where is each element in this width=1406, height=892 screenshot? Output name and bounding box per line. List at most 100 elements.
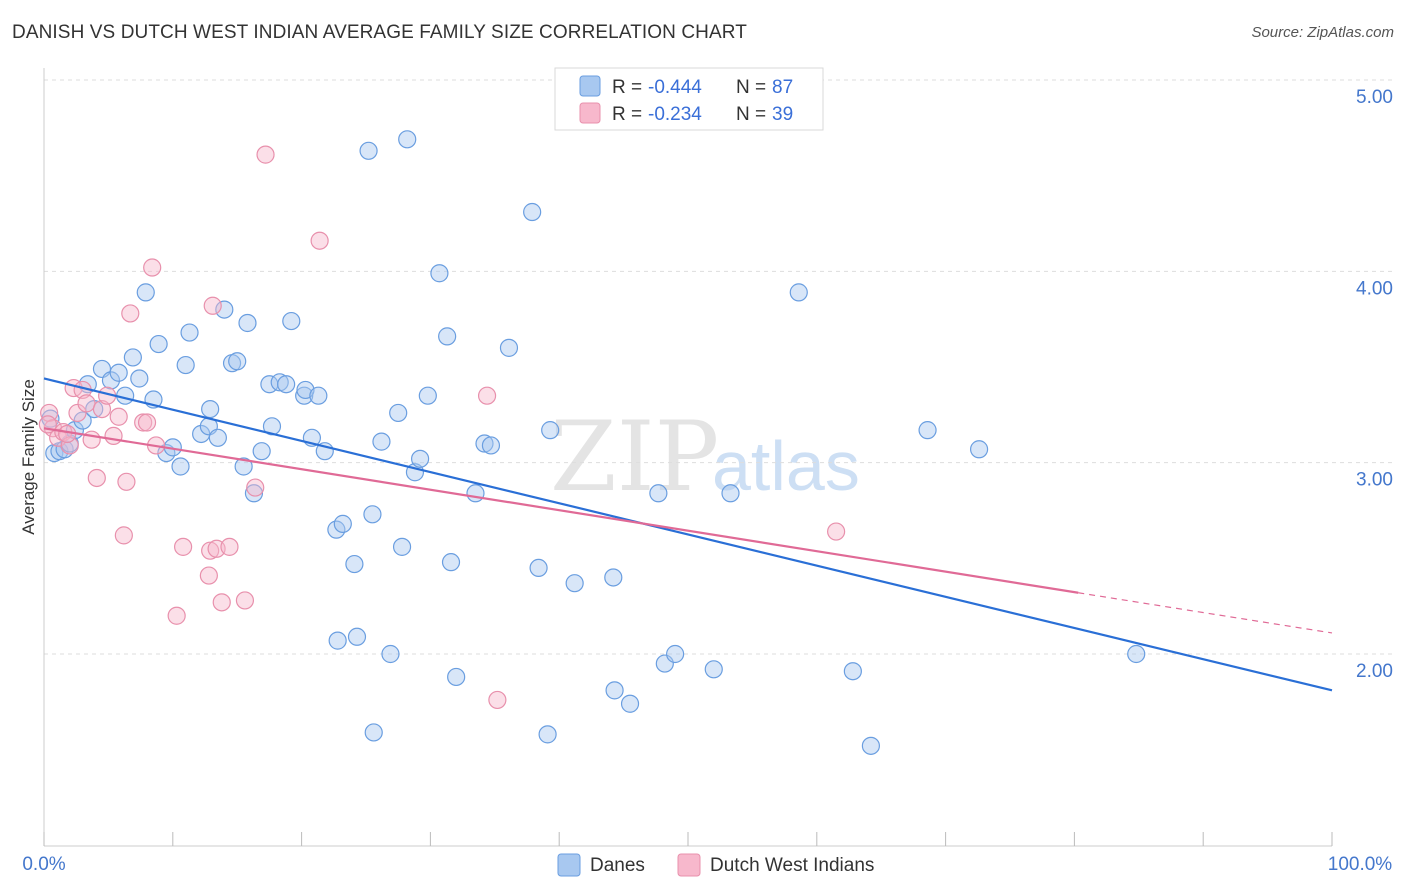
danes-point [1127, 644, 1146, 664]
top-legend: R = -0.444 N = 87 R = -0.234 N = 39 [554, 67, 824, 131]
bottom-legend: Danes Dutch West Indians [557, 853, 874, 877]
bottom-legend-swatch-dwi [677, 853, 701, 877]
gridlines [44, 79, 1395, 655]
dwi-point [477, 386, 497, 405]
danes-point [666, 644, 685, 664]
legend-n-value-danes: 87 [772, 77, 793, 98]
danes-point [372, 432, 391, 451]
danes-point [270, 373, 289, 392]
legend-n-label-dwi: N = [736, 104, 766, 125]
watermark-atlas: atlas [712, 427, 860, 505]
dwi-point [134, 413, 153, 432]
dwi-trend-line [43, 427, 1079, 594]
dwi-trend-line-extension [1078, 592, 1333, 634]
danes-point [529, 558, 548, 578]
dwi-point [77, 394, 96, 413]
danes-point [345, 554, 364, 574]
danes-point [282, 311, 301, 331]
danes-point [109, 363, 128, 382]
danes-trend-line [43, 377, 1333, 692]
dwi-point [310, 231, 329, 250]
danes-point [364, 723, 383, 742]
danes-point [252, 442, 271, 461]
danes-point [418, 386, 437, 405]
dwi-point [246, 478, 265, 497]
danes-point [861, 736, 880, 755]
danes-point [605, 681, 624, 700]
x-tick-marks [43, 832, 1333, 846]
legend-r-value-danes: -0.444 [648, 77, 702, 98]
trend-lines [43, 377, 1333, 692]
y-tick-label: 4.00 [1356, 278, 1393, 299]
danes-point [130, 369, 149, 388]
y-tick-labels: 2.00 3.00 4.00 5.00 [1356, 87, 1393, 682]
danes-points [41, 130, 1146, 755]
danes-point [333, 514, 352, 533]
dwi-point [114, 526, 133, 545]
danes-point [136, 283, 155, 302]
dwi-point [121, 304, 140, 323]
danes-point [277, 375, 296, 394]
danes-point [969, 440, 989, 459]
watermark-zip: ZIP [550, 401, 719, 513]
danes-point [721, 484, 740, 503]
dwi-point [92, 399, 112, 419]
legend-r-label-danes: R = [612, 77, 642, 98]
danes-point [604, 568, 623, 587]
dwi-point [203, 296, 222, 315]
legend-n-value-dwi: 39 [772, 104, 793, 125]
danes-point [389, 403, 408, 423]
danes-point [309, 386, 328, 405]
danes-point [244, 484, 264, 503]
danes-point [565, 574, 584, 593]
y-axis-label: Average Family Size [19, 379, 38, 535]
dwi-point [104, 426, 123, 445]
dwi-point [117, 472, 136, 491]
bottom-legend-label-danes: Danes [590, 855, 645, 876]
danes-point [430, 264, 449, 283]
danes-point [171, 457, 190, 476]
danes-point [381, 644, 400, 664]
dwi-point [40, 403, 59, 423]
danes-point [238, 313, 257, 333]
legend-r-label-dwi: R = [612, 104, 642, 125]
dwi-point [143, 258, 162, 277]
danes-point [447, 667, 466, 687]
x-tick-label-min: 0.0% [22, 854, 65, 875]
dwi-point [256, 145, 275, 164]
dwi-point [201, 541, 220, 560]
danes-point [475, 434, 494, 453]
dwi-point [235, 591, 255, 610]
legend-swatch-dwi [579, 102, 601, 124]
chart-title: DANISH VS DUTCH WEST INDIAN AVERAGE FAMI… [12, 22, 747, 43]
danes-point [123, 348, 142, 367]
dwi-point [167, 606, 186, 625]
danes-point [201, 399, 220, 419]
dwi-point [488, 690, 507, 710]
danes-point [328, 631, 347, 650]
source-credit: Source: ZipAtlas.com [1251, 24, 1394, 41]
danes-point [789, 283, 808, 302]
danes-point [149, 334, 168, 354]
danes-point [649, 484, 668, 503]
danes-point [541, 421, 560, 440]
y-tick-label: 2.00 [1356, 661, 1393, 682]
danes-point [208, 428, 227, 447]
danes-point [538, 725, 557, 744]
bottom-legend-swatch-danes [557, 853, 581, 877]
danes-point [347, 627, 367, 646]
dwi-point [109, 407, 128, 426]
danes-point [499, 338, 519, 357]
dwi-point [174, 537, 193, 556]
bottom-legend-label-dwi: Dutch West Indians [710, 855, 874, 876]
x-tick-label-max: 100.0% [1328, 854, 1393, 875]
dwi-point [137, 413, 157, 432]
y-tick-label: 5.00 [1356, 87, 1393, 108]
danes-point [180, 323, 199, 342]
legend-n-label-danes: N = [736, 77, 766, 98]
y-tick-label: 3.00 [1356, 470, 1393, 491]
danes-point [392, 537, 412, 556]
danes-point [215, 300, 234, 319]
danes-point [441, 553, 461, 572]
